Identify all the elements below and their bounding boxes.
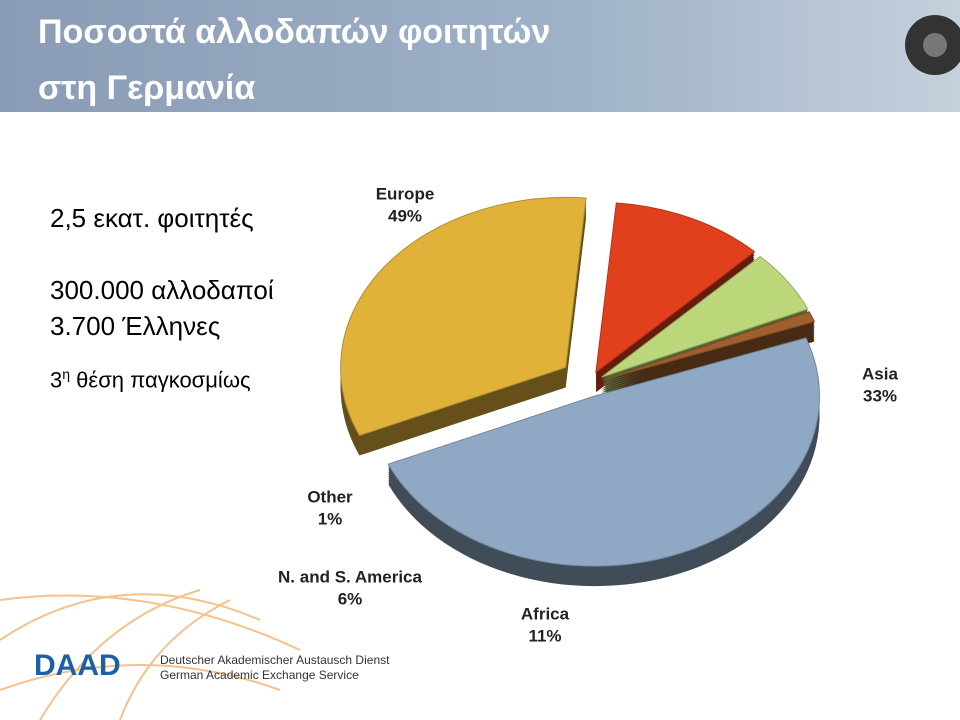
fact: 300.000 αλλοδαποί: [50, 275, 274, 305]
slice-label: Africa: [521, 604, 570, 623]
slice-label: Europe: [376, 184, 435, 203]
footer-text: German Academic Exchange Service: [160, 668, 359, 682]
slice-value-label: 6%: [338, 589, 363, 608]
slice-value-label: 49%: [388, 206, 422, 225]
fact: 3η θέση παγκοσμίως: [50, 356, 274, 398]
pie-slice: [340, 196, 587, 437]
facts: 2,5 εκατ. φοιτητές 300.000 αλλοδαποί 3.7…: [50, 200, 274, 398]
pie-slice: [595, 202, 756, 374]
pie-chart: Europe 49% Asia 33% Africa 11% N. and S. Ameri…: [278, 184, 898, 645]
footer-text: Deutscher Akademischer Austausch Dienst: [160, 653, 390, 667]
slice-value-label: 33%: [863, 386, 897, 405]
pie-slice: [601, 255, 809, 378]
globe-decoration: [0, 589, 301, 720]
fact: 3.700 Έλληνες: [50, 311, 221, 341]
rank-suffix: η: [62, 366, 71, 382]
title-line: στη Γερμανία: [38, 69, 255, 107]
logo: DAAD: [34, 649, 121, 682]
slice-value-label: 1%: [318, 509, 343, 528]
fact: 2,5 εκατ. φοιτητές: [50, 203, 254, 233]
pie-slice: [602, 311, 816, 381]
rank-text: θέση παγκοσμίως: [70, 367, 251, 393]
slice-label: N. and S. America: [278, 567, 422, 586]
slice-label: Other: [307, 487, 353, 506]
title-line: Ποσοστά αλλοδαπών φοιτητών: [38, 13, 550, 51]
slice-label: Asia: [862, 364, 898, 383]
pie-slice: [387, 337, 820, 567]
slice-value-label: 11%: [528, 626, 561, 645]
rank-number: 3: [50, 367, 63, 393]
flower-icon: [905, 15, 960, 75]
header-band: [0, 0, 960, 112]
